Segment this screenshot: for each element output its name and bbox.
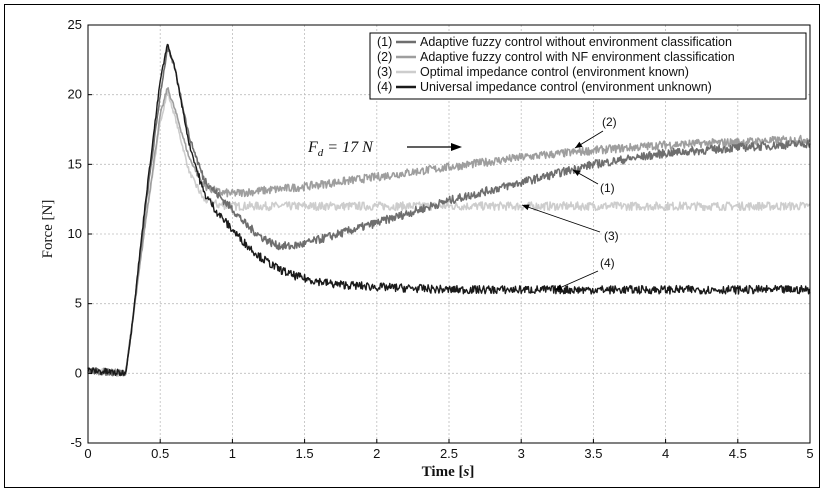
- legend-label: Adaptive fuzzy control with NF environme…: [420, 50, 735, 64]
- x-tick-label: 5: [806, 446, 813, 461]
- series-line-1: [87, 46, 811, 377]
- reference-annotation: Fd = 17 N: [307, 139, 462, 159]
- figure-frame: [4, 4, 820, 488]
- series-callout-line: [554, 270, 599, 291]
- series-line-2: [87, 87, 811, 377]
- y-axis-label: Force [N]: [40, 200, 56, 259]
- x-tick-label: 4: [662, 446, 669, 461]
- x-tick-label: 3.5: [584, 446, 602, 461]
- series-callout-arrowhead: [573, 170, 581, 177]
- legend-box: [369, 32, 807, 100]
- series-callout-label: (3): [604, 229, 619, 243]
- reference-arrowhead: [451, 143, 462, 151]
- legend-label: Adaptive fuzzy control without environme…: [420, 35, 732, 49]
- legend-label: Universal impedance control (environment…: [420, 80, 712, 94]
- x-tick-label: 2: [373, 446, 380, 461]
- y-tick-label: 10: [68, 226, 82, 241]
- y-tick-label: 25: [68, 17, 82, 32]
- legend-label: Optimal impedance control (environment k…: [420, 65, 689, 79]
- x-tick-label: 0: [84, 446, 91, 461]
- series-callout-arrowhead: [522, 204, 530, 211]
- legend-tag: (3): [377, 65, 392, 79]
- x-tick-label: 1.5: [296, 446, 314, 461]
- x-axis-label: Time [s]: [422, 464, 475, 480]
- y-tick-label: -5: [70, 435, 82, 450]
- legend: (1) Adaptive fuzzy control without enviro…: [369, 32, 807, 100]
- legend-tag: (2): [377, 50, 392, 64]
- reference-force-label: Fd = 17 N: [307, 139, 374, 159]
- x-tick-label: 2.5: [440, 446, 458, 461]
- x-tick-label: 1: [229, 446, 236, 461]
- series-callout-arrowhead: [575, 141, 583, 148]
- series-callout-arrowhead: [555, 284, 563, 290]
- series-callout-label: (2): [602, 115, 617, 129]
- series-lines: [87, 43, 811, 378]
- series-annotations: (2) (1) (3) (4): [521, 115, 619, 291]
- x-tick-label: 3: [518, 446, 525, 461]
- legend-tag: (4): [377, 80, 392, 94]
- series-callout-label: (4): [600, 256, 615, 270]
- y-tick-label: 20: [68, 87, 82, 102]
- x-tick-label: 0.5: [151, 446, 169, 461]
- y-tick-label: 15: [68, 156, 82, 171]
- y-tick-label: 5: [75, 296, 82, 311]
- series-line-4: [87, 43, 811, 377]
- legend-tag: (1): [377, 35, 392, 49]
- series-callout-line: [521, 204, 601, 233]
- x-tick-label: 4.5: [729, 446, 747, 461]
- series-callout-label: (1): [600, 181, 615, 195]
- y-tick-label: 0: [75, 365, 82, 380]
